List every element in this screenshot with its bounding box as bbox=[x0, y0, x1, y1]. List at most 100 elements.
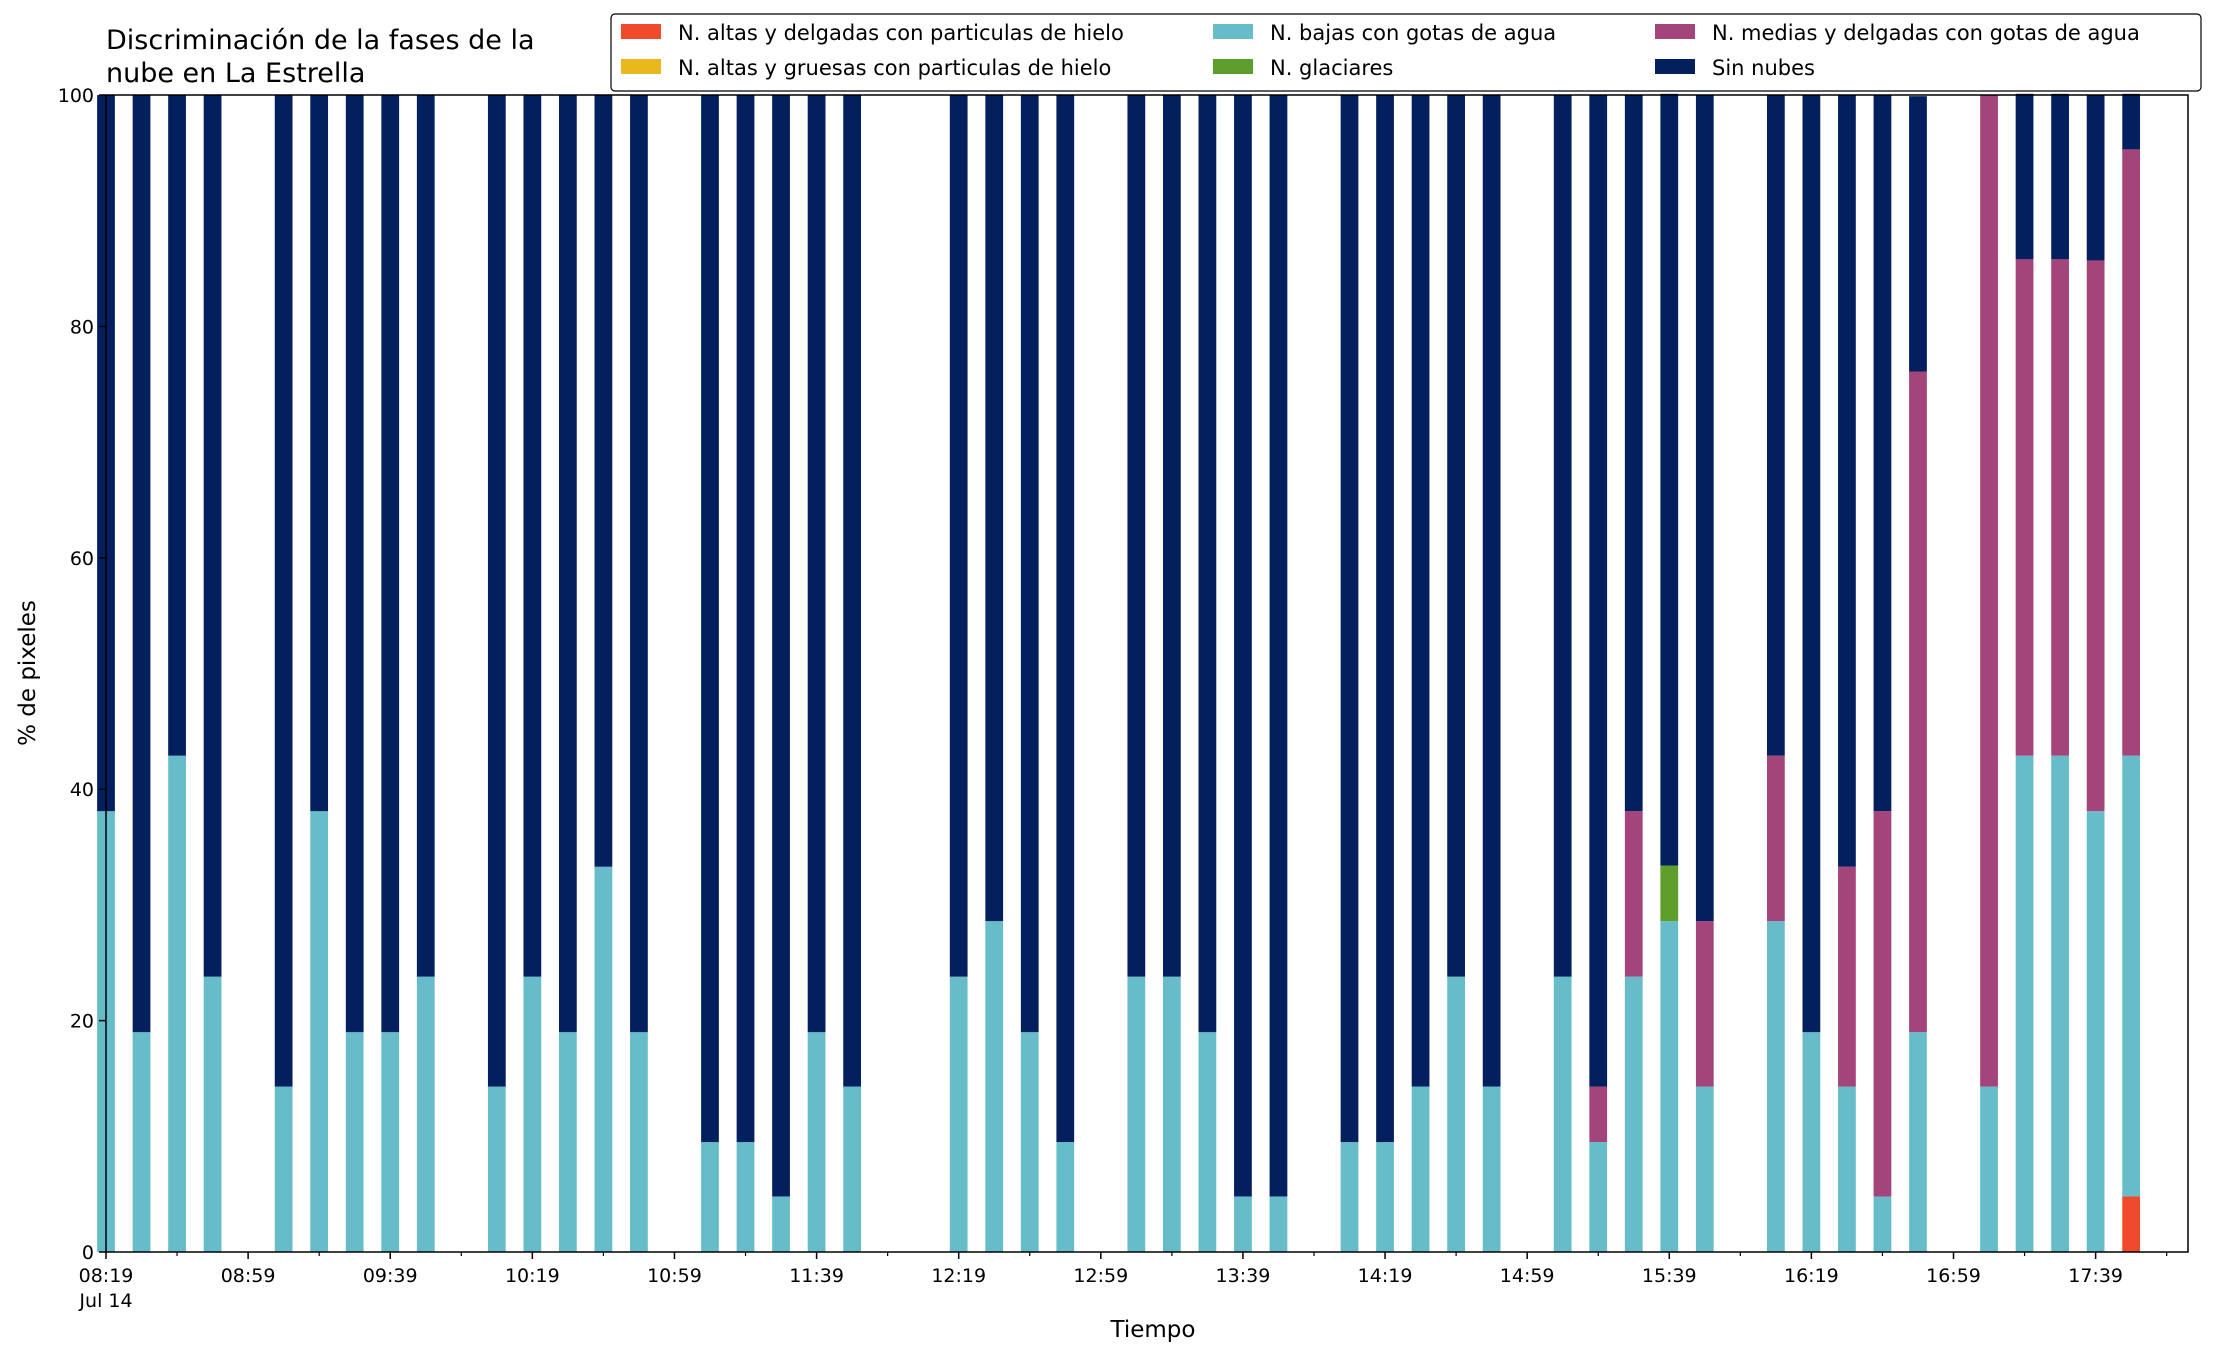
legend-swatch bbox=[621, 59, 661, 74]
x-tick-label: 14:19 bbox=[1358, 1265, 1413, 1287]
bar-segment-2-1249 bbox=[1056, 1142, 1075, 1252]
bar-segment-2-1529 bbox=[1624, 976, 1643, 1252]
bar-segment-2-0849 bbox=[203, 976, 222, 1252]
bar-segment-2-1609 bbox=[1766, 921, 1785, 1252]
bar-segment-5-1109 bbox=[701, 95, 719, 1143]
bar-segment-5-0929 bbox=[345, 95, 364, 1033]
bar-segment-2-1129 bbox=[772, 1196, 790, 1252]
bar-segment-2-1539 bbox=[1660, 921, 1679, 1252]
y-tick-label: 100 bbox=[58, 85, 94, 107]
bar-segment-5-1739 bbox=[2086, 95, 2105, 261]
bar-segment-5-1029 bbox=[558, 95, 577, 1033]
x-tick-label: 08:59 bbox=[221, 1265, 276, 1287]
bar-segment-5-1639 bbox=[1873, 95, 1892, 812]
bar-segment-2-1229 bbox=[985, 921, 1004, 1252]
bar-segment-5-1149 bbox=[843, 95, 861, 1087]
bar-segment-5-0949 bbox=[416, 95, 435, 977]
bar-segment-5-1529 bbox=[1624, 95, 1643, 812]
legend: N. altas y delgadas con particulas de hi… bbox=[610, 13, 2202, 92]
bar-segment-4-1709 bbox=[1980, 95, 1998, 1087]
bar-segment-2-1439 bbox=[1447, 976, 1465, 1252]
bar-segment-2-1639 bbox=[1873, 1196, 1892, 1252]
legend-label: N. medias y delgadas con gotas de agua bbox=[1712, 21, 2140, 45]
legend-label: N. bajas con gotas de agua bbox=[1270, 21, 1556, 45]
bar-segment-2-1629 bbox=[1838, 1086, 1856, 1252]
bar-segment-5-1229 bbox=[985, 95, 1004, 922]
bar-segment-2-1139 bbox=[807, 1032, 826, 1252]
bar-segment-5-1219 bbox=[949, 95, 968, 977]
bar-segment-2-1549 bbox=[1695, 1086, 1714, 1252]
x-tick-label: 08:19 bbox=[79, 1265, 134, 1287]
x-tick-label: 16:19 bbox=[1784, 1265, 1839, 1287]
bar-segment-2-1449 bbox=[1482, 1086, 1501, 1252]
bar-segment-5-1549 bbox=[1695, 95, 1714, 922]
bar-segment-2-1429 bbox=[1411, 1086, 1430, 1252]
bar-segment-5-1329 bbox=[1198, 95, 1217, 1033]
bar-segment-5-0839 bbox=[168, 95, 186, 756]
bar-segment-5-1439 bbox=[1447, 95, 1465, 977]
bar-segment-4-1649 bbox=[1909, 371, 1927, 1033]
bar-segment-2-1409 bbox=[1340, 1142, 1359, 1252]
bar-segment-5-1339 bbox=[1234, 95, 1252, 1197]
bar-segment-2-0919 bbox=[310, 811, 329, 1252]
y-tick-label: 20 bbox=[70, 1011, 94, 1033]
plot-area-frame bbox=[105, 94, 2189, 1253]
legend-frame bbox=[610, 13, 2202, 92]
bar-segment-2-1339 bbox=[1234, 1196, 1252, 1252]
bar-segment-5-1409 bbox=[1340, 95, 1359, 1143]
y-tick-label: 0 bbox=[82, 1242, 94, 1264]
bar-segment-5-1129 bbox=[772, 95, 790, 1197]
chart-title-line-2: nube en La Estrella bbox=[106, 58, 365, 89]
bar-segment-2-1349 bbox=[1269, 1196, 1288, 1252]
bar-segment-4-1749 bbox=[2122, 149, 2141, 756]
bar-segment-2-1739 bbox=[2086, 811, 2105, 1252]
bar-segment-5-1039 bbox=[594, 95, 613, 867]
bar-segment-5-1429 bbox=[1411, 95, 1430, 1087]
legend-label: N. altas y gruesas con particulas de hie… bbox=[678, 56, 1111, 80]
bar-segment-2-0929 bbox=[345, 1032, 364, 1252]
y-axis: 0 20 40 60 80 100 bbox=[58, 85, 106, 1264]
bar-segment-4-1549 bbox=[1695, 921, 1714, 1087]
bar-segment-5-0829 bbox=[132, 95, 151, 1033]
bar-segment-2-0939 bbox=[381, 1032, 400, 1252]
legend-swatch bbox=[1213, 59, 1253, 74]
bar-segment-4-1729 bbox=[2051, 259, 2069, 756]
x-axis: 08:19 Jul 14 08:59 09:39 10:19 10:59 11:39 12:1… bbox=[78, 1252, 2168, 1312]
x-tick-label: 15:39 bbox=[1642, 1265, 1697, 1287]
legend-swatch bbox=[1655, 24, 1695, 39]
x-tick-label: 16:59 bbox=[1926, 1265, 1981, 1287]
bar-segment-2-1419 bbox=[1376, 1142, 1394, 1252]
bar-segment-2-1649 bbox=[1909, 1032, 1927, 1252]
x-tick-label: 13:39 bbox=[1216, 1265, 1271, 1287]
bar-segment-5-1119 bbox=[736, 95, 755, 1143]
bar-segment-5-0939 bbox=[381, 95, 400, 1033]
y-tick-label: 40 bbox=[70, 779, 94, 801]
bar-segment-2-0839 bbox=[168, 755, 186, 1252]
x-tick-label: 10:59 bbox=[647, 1265, 702, 1287]
x-date-label: Jul 14 bbox=[78, 1290, 132, 1312]
bar-segment-5-1729 bbox=[2051, 93, 2069, 260]
bar-segment-4-1519 bbox=[1589, 1086, 1608, 1143]
bar-segment-2-1619 bbox=[1802, 1032, 1821, 1252]
bar-segment-2-1019 bbox=[523, 976, 542, 1252]
bar-segment-5-1139 bbox=[807, 95, 826, 1033]
bar-segment-2-1009 bbox=[487, 1086, 506, 1252]
bar-segment-5-1419 bbox=[1376, 95, 1394, 1143]
legend-label: Sin nubes bbox=[1712, 56, 1815, 80]
legend-swatch bbox=[621, 24, 661, 39]
bar-segment-5-0849 bbox=[203, 95, 222, 977]
bar-segment-2-1729 bbox=[2051, 755, 2069, 1252]
x-tick-label: 12:19 bbox=[931, 1265, 986, 1287]
bars-layer bbox=[97, 93, 2141, 1252]
x-tick-label: 12:59 bbox=[1073, 1265, 1128, 1287]
bar-segment-5-1539 bbox=[1660, 93, 1679, 866]
bar-segment-2-1319 bbox=[1162, 976, 1181, 1252]
bar-segment-4-1629 bbox=[1838, 866, 1856, 1087]
bar-segment-5-0909 bbox=[274, 95, 293, 1087]
y-axis-label: % de pixeles bbox=[15, 600, 41, 746]
bar-segment-5-1019 bbox=[523, 95, 542, 977]
bar-segment-5-1649 bbox=[1909, 96, 1927, 372]
x-axis-label: Tiempo bbox=[1110, 1317, 1196, 1343]
